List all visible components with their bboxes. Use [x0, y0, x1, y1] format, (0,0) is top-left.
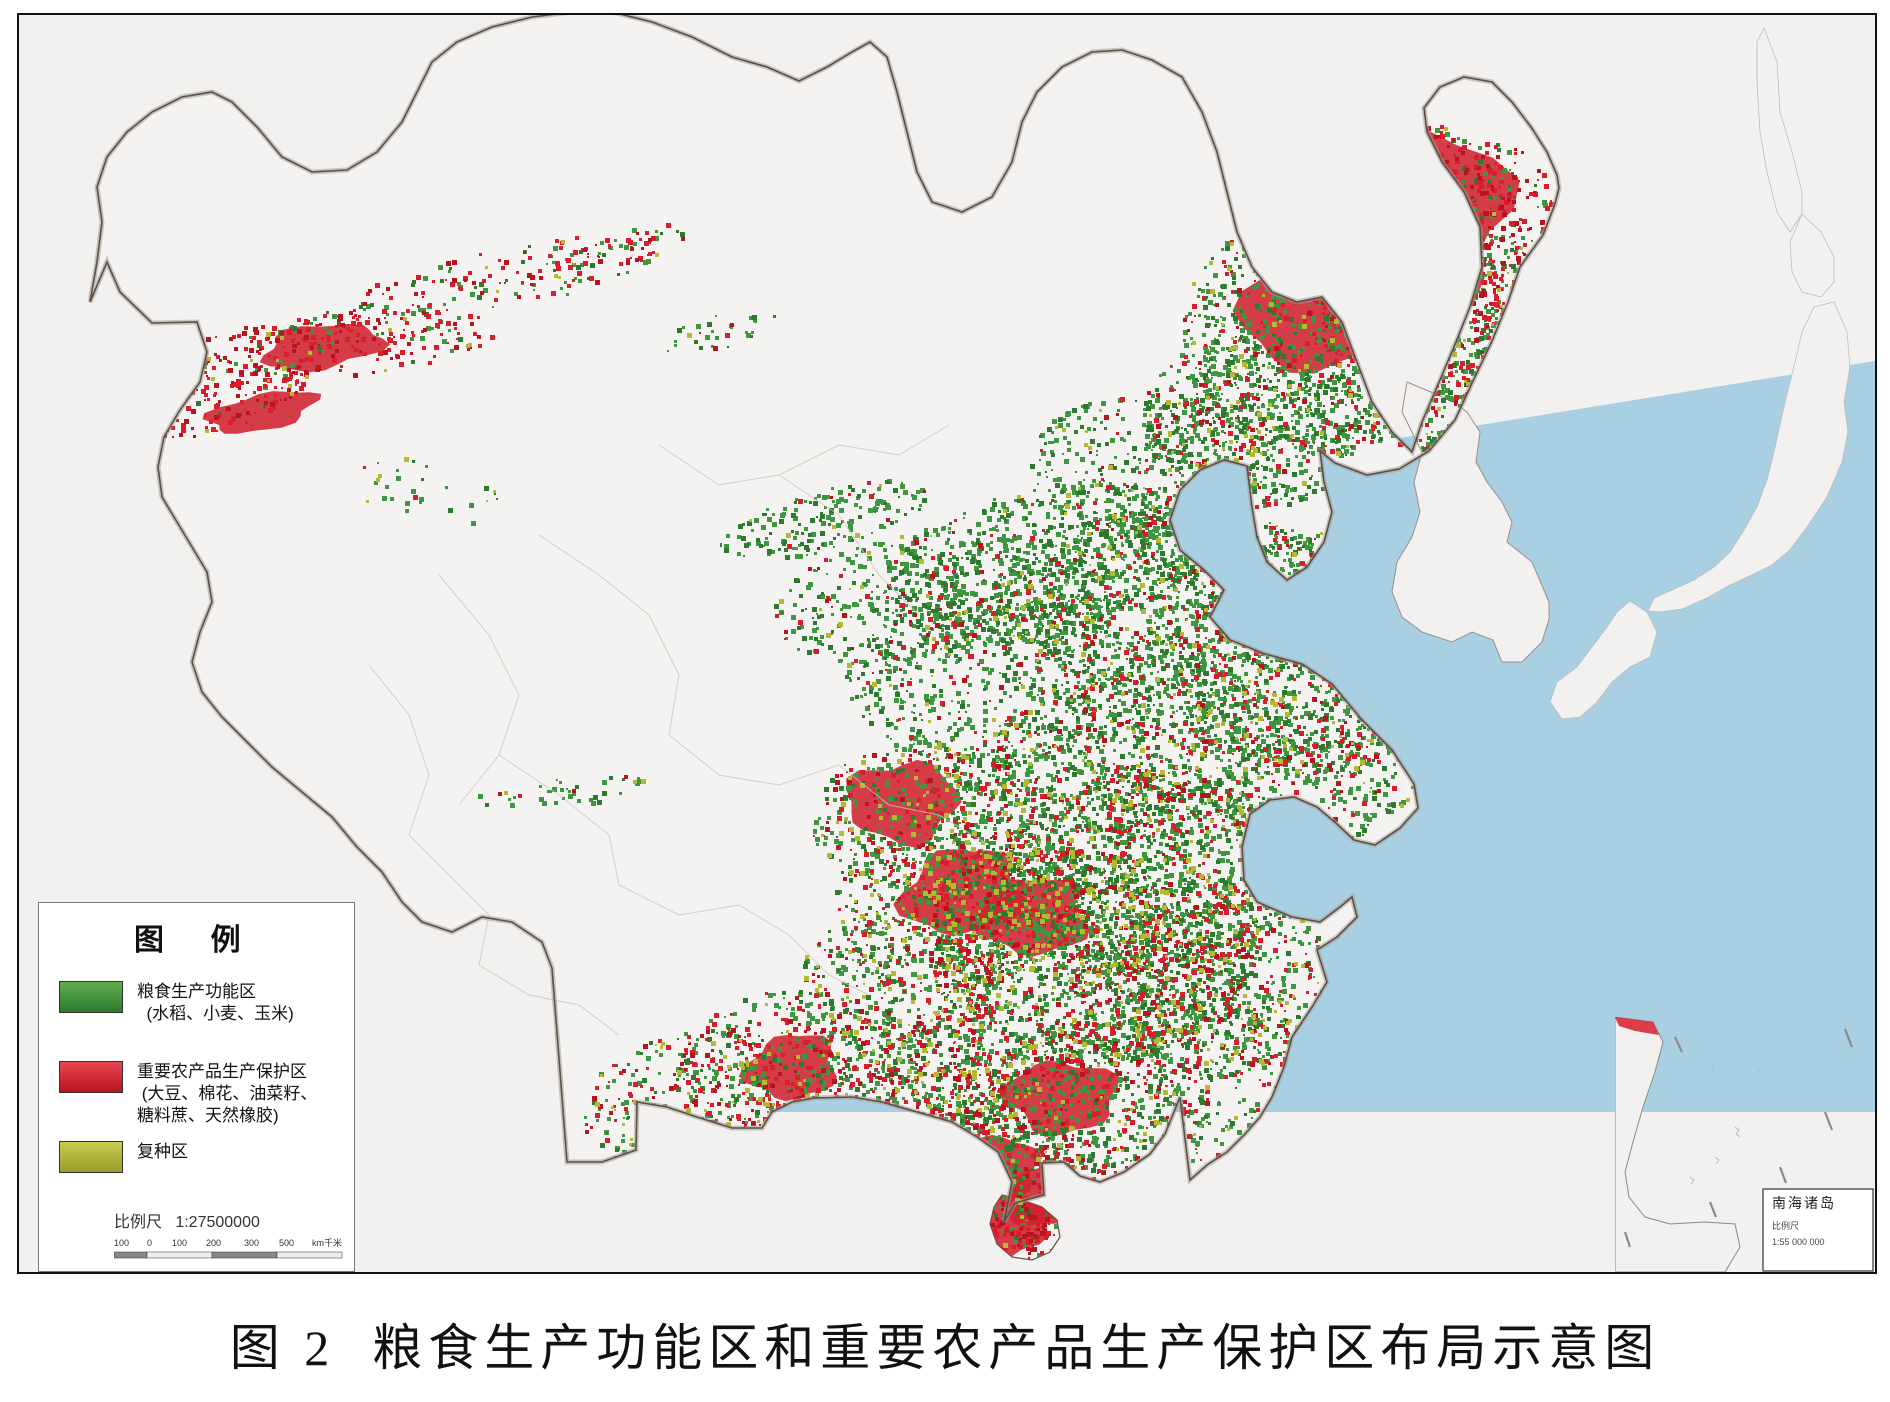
svg-text:0: 0 [147, 1238, 152, 1248]
svg-text:500: 500 [279, 1238, 294, 1248]
svg-text:200: 200 [206, 1238, 221, 1248]
svg-text:100: 100 [172, 1238, 187, 1248]
svg-text:1:55 000 000: 1:55 000 000 [1772, 1237, 1825, 1247]
svg-text:南海诸岛: 南海诸岛 [1772, 1195, 1836, 1211]
svg-text:100: 100 [114, 1238, 129, 1248]
svg-text:km千米: km千米 [312, 1238, 342, 1248]
svg-text:300: 300 [244, 1238, 259, 1248]
svg-text:比例尺: 比例尺 [1772, 1220, 1799, 1231]
